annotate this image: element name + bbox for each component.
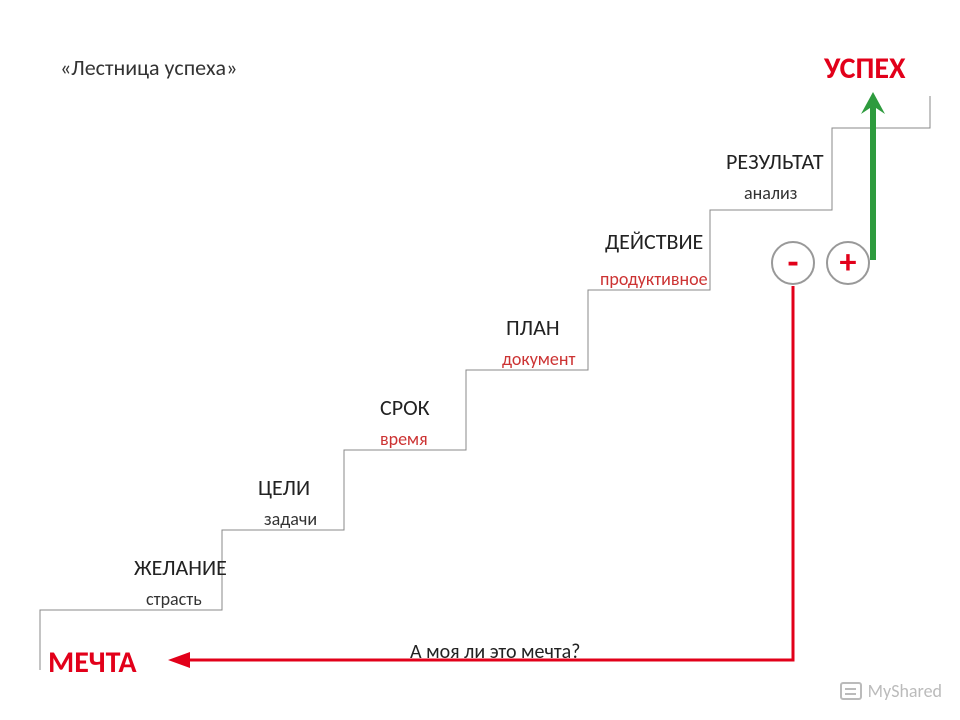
plus-circle: + [826, 241, 870, 285]
minus-symbol: - [787, 252, 798, 274]
step-label-goals: ЦЕЛИ [258, 474, 310, 501]
step-sub-action: продуктивное [600, 268, 708, 290]
staircase-path [0, 0, 960, 720]
plus-symbol: + [840, 249, 857, 276]
return-question: А моя ли это мечта? [410, 640, 580, 664]
step-sub-result: анализ [744, 182, 797, 204]
step-label-success: УСПЕХ [824, 50, 906, 87]
watermark-icon [840, 682, 862, 700]
watermark-text: MyShared [868, 680, 942, 702]
step-label-dream: МЕЧТА [48, 644, 137, 681]
step-sub-goals: задачи [264, 508, 317, 530]
step-label-deadline: СРОК [380, 394, 430, 421]
minus-circle: - [771, 241, 815, 285]
step-label-plan: ПЛАН [506, 314, 560, 341]
step-label-action: ДЕЙСТВИЕ [605, 228, 703, 255]
watermark: MyShared [840, 680, 942, 702]
step-label-result: РЕЗУЛЬТАТ [726, 148, 824, 175]
step-label-desire: ЖЕЛАНИЕ [134, 554, 227, 581]
step-sub-deadline: время [380, 428, 428, 450]
step-sub-desire: страсть [146, 588, 202, 610]
step-sub-plan: документ [502, 348, 575, 370]
